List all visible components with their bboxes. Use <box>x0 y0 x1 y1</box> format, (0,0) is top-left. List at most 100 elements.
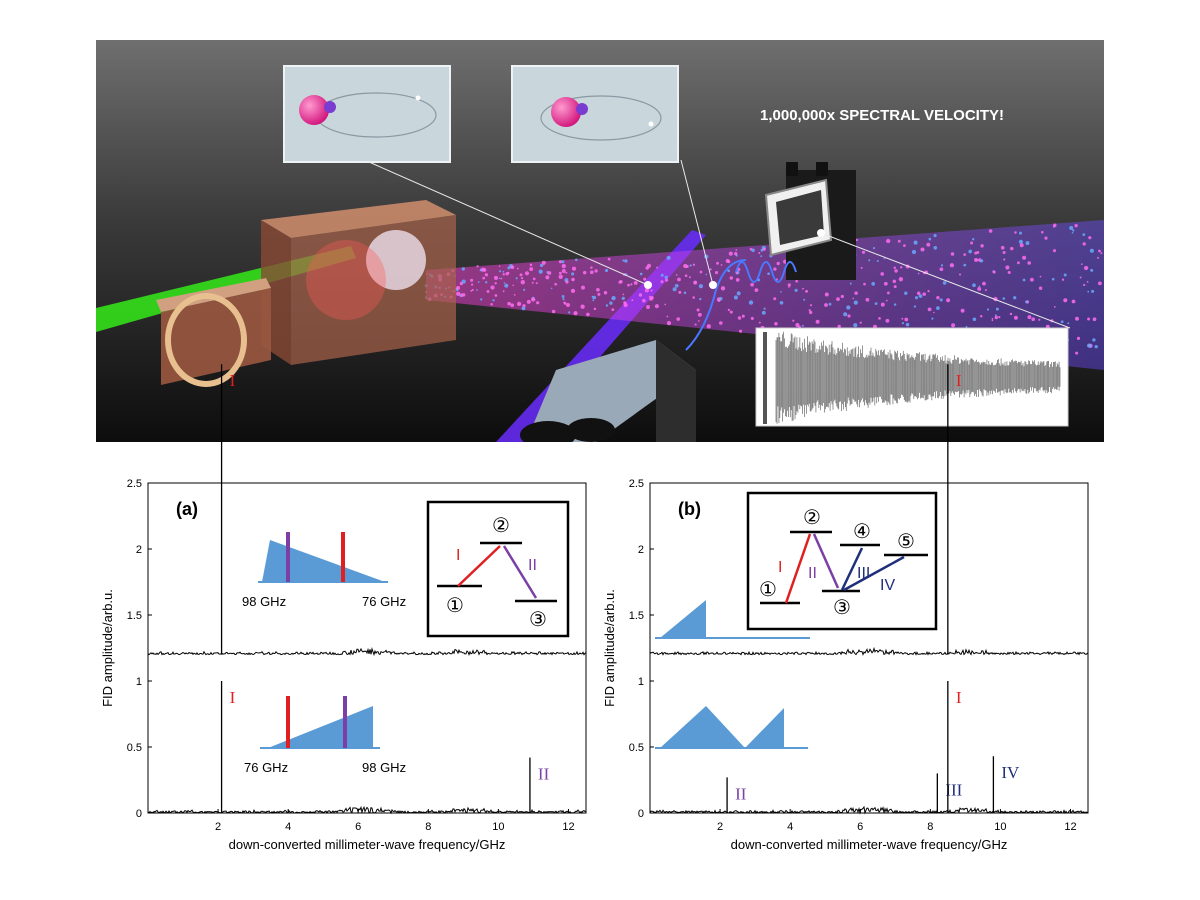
beam-particle <box>1031 317 1036 322</box>
panel-label: (b) <box>678 499 701 519</box>
beam-particle <box>498 277 501 280</box>
beam-particle <box>697 320 700 322</box>
beam-particle <box>974 257 978 262</box>
beam-particle <box>563 301 566 304</box>
beam-particle <box>621 296 625 300</box>
beam-particle <box>980 244 984 248</box>
beam-particle <box>650 289 653 292</box>
beam-particle <box>531 297 536 302</box>
beam-particle <box>968 249 973 254</box>
x-tick-label: 4 <box>787 821 793 833</box>
beam-particle <box>733 295 738 300</box>
beam-particle <box>520 276 524 280</box>
beam-particle <box>754 288 759 292</box>
beam-particle <box>630 283 633 286</box>
beam-particle <box>502 270 505 273</box>
beam-particle <box>565 302 571 308</box>
y-tick-label: 1 <box>638 676 644 688</box>
beam-particle <box>767 272 770 276</box>
beam-particle <box>718 321 723 325</box>
fid-trace-inset <box>755 327 1069 427</box>
beam-particle <box>531 281 534 284</box>
beam-particle <box>461 293 466 297</box>
beam-particle <box>809 310 813 315</box>
illustration-scene: 1,000,000x SPECTRAL VELOCITY! <box>96 40 1104 442</box>
y-tick-label: 0.5 <box>127 742 142 754</box>
beam-particle <box>516 267 519 270</box>
beam-particle <box>545 275 550 280</box>
transition-label: I <box>778 559 782 576</box>
sweep-start-label: 98 GHz <box>242 594 286 609</box>
beam-particle <box>824 303 828 307</box>
beam-particle <box>720 286 726 291</box>
beam-particle <box>865 297 870 302</box>
beam-particle <box>684 274 688 277</box>
beam-particle <box>750 316 754 320</box>
beam-particle <box>507 301 511 306</box>
beam-particle <box>898 277 904 282</box>
beam-particle <box>660 280 664 284</box>
transition-arrow-II <box>502 545 538 599</box>
energy-level-label: ⑤ <box>897 531 915 553</box>
beam-particle <box>854 291 858 295</box>
beam-particle <box>1002 297 1006 300</box>
beam-particle <box>470 289 473 292</box>
beam-particle <box>982 281 986 286</box>
beam-particle <box>763 307 766 310</box>
beam-particle <box>660 273 664 277</box>
x-tick-label: 10 <box>492 821 504 833</box>
beam-particle <box>1063 273 1067 277</box>
beam-particle <box>991 317 994 320</box>
beam-particle <box>1069 226 1074 230</box>
beam-particle <box>792 319 795 322</box>
beam-particle <box>683 291 687 295</box>
beam-particle <box>590 266 593 269</box>
transition-arrow-III <box>840 547 864 591</box>
beam-particle <box>470 278 474 282</box>
beam-particle <box>515 277 518 280</box>
y-axis-label: FID amplitude/arb.u. <box>602 589 617 707</box>
beam-particle <box>852 297 855 300</box>
beam-particle <box>558 271 562 275</box>
beam-particle <box>535 282 538 285</box>
beam-particle <box>1022 255 1027 260</box>
beam-particle <box>633 280 638 285</box>
beam-particle <box>490 285 495 290</box>
beam-particle <box>490 303 493 306</box>
beam-particle <box>562 297 565 301</box>
beam-particle <box>805 289 809 293</box>
beam-particle <box>486 289 490 293</box>
beam-particle <box>803 298 806 301</box>
beam-particle <box>886 291 890 295</box>
beam-particle <box>646 305 650 309</box>
noise-trace <box>649 805 1089 815</box>
beam-particle <box>526 299 531 304</box>
chirp-ramp-up <box>745 708 784 748</box>
x-tick-label: 8 <box>425 821 431 833</box>
beam-particle <box>741 314 745 318</box>
beam-particle <box>809 304 813 307</box>
beam-particle <box>622 293 625 296</box>
beam-particle <box>716 261 719 265</box>
beam-particle <box>664 275 668 279</box>
beam-particle <box>855 238 859 242</box>
y-tick-label: 2 <box>638 544 644 556</box>
beam-particle <box>554 282 558 286</box>
x-tick-label: 2 <box>717 821 723 833</box>
beam-particle <box>1096 256 1100 259</box>
beam-particle <box>1071 299 1076 304</box>
noise-trace <box>649 646 1089 656</box>
beam-particle <box>863 282 866 286</box>
y-tick-label: 2 <box>136 544 142 556</box>
beam-particle <box>529 267 534 272</box>
x-tick-label: 4 <box>285 821 291 833</box>
beam-particle <box>1022 278 1026 282</box>
beam-particle <box>1075 316 1079 321</box>
beam-particle <box>524 271 530 276</box>
beam-particle <box>594 269 598 273</box>
beam-particle <box>593 307 597 311</box>
beam-particle <box>905 322 910 327</box>
beam-particle <box>893 303 897 306</box>
beam-particle <box>837 324 841 329</box>
